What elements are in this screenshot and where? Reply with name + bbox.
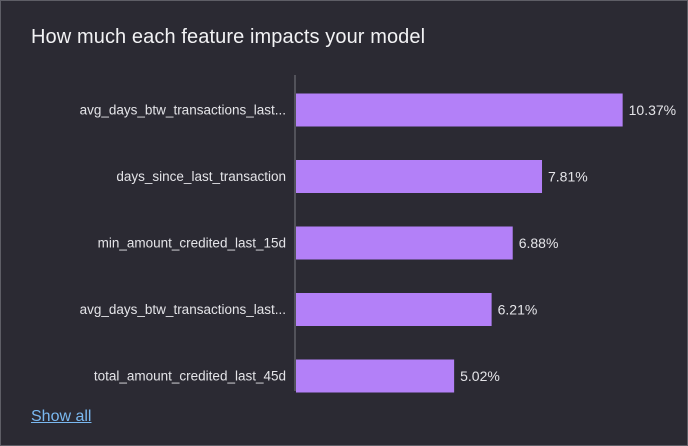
show-all-link[interactable]: Show all (31, 408, 92, 425)
category-label: avg_days_btw_transactions_last... (80, 103, 286, 118)
feature-bar[interactable] (296, 93, 623, 127)
bar-group: total_amount_credited_last_45d 5.02% (94, 359, 500, 393)
bar-group: avg_days_btw_transactions_last... 6.21% (80, 293, 538, 326)
feature-bar[interactable] (296, 359, 455, 393)
bar-group: min_amount_credited_last_15d 6.88% (98, 226, 559, 260)
bar-value-label: 7.81% (548, 169, 588, 185)
feature-bar[interactable] (296, 160, 543, 193)
bar-value-label: 5.02% (460, 368, 500, 384)
bar-value-label: 10.37% (629, 102, 676, 118)
card-title: How much each feature impacts your model (31, 26, 426, 48)
category-label: days_since_last_transaction (116, 169, 286, 184)
feature-bar[interactable] (296, 293, 492, 326)
category-label: avg_days_btw_transactions_last... (80, 302, 286, 317)
category-label: total_amount_credited_last_45d (94, 369, 286, 384)
bar-value-label: 6.88% (519, 235, 559, 251)
bar-group: days_since_last_transaction 7.81% (116, 160, 588, 193)
feature-bar[interactable] (296, 226, 513, 260)
bar-value-label: 6.21% (498, 302, 538, 318)
category-label: min_amount_credited_last_15d (98, 236, 286, 251)
bar-group: avg_days_btw_transactions_last... 10.37% (80, 93, 676, 127)
